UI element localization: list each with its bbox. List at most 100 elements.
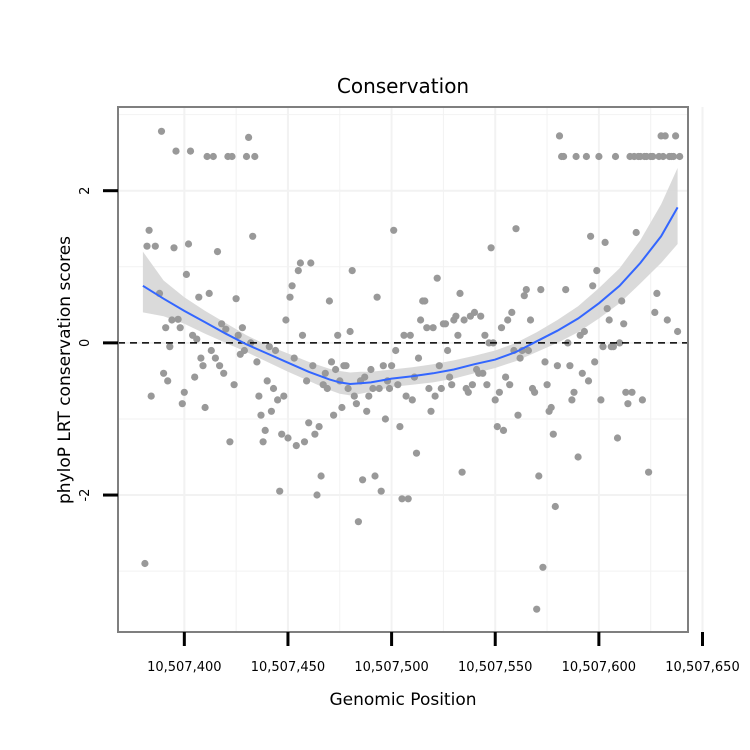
- data-point: [261, 426, 269, 434]
- data-point: [342, 362, 350, 370]
- data-point: [168, 316, 176, 324]
- data-point: [371, 472, 379, 480]
- data-point: [263, 377, 271, 385]
- data-point: [454, 331, 462, 339]
- data-point: [170, 244, 178, 252]
- data-point: [296, 259, 304, 267]
- data-point: [562, 286, 570, 294]
- x-tick-label: 10,507,400: [147, 660, 221, 675]
- data-point: [613, 434, 622, 442]
- data-point: [460, 316, 468, 324]
- data-point: [350, 392, 358, 400]
- data-point: [499, 426, 508, 434]
- data-point: [162, 324, 170, 332]
- data-point: [240, 346, 248, 355]
- data-point: [524, 346, 533, 355]
- x-axis-ticks: 10,507,400 10,507,450 10,507,500 10,507,550…: [147, 632, 740, 675]
- data-point: [425, 384, 433, 393]
- data-point: [359, 476, 367, 484]
- data-point: [377, 487, 385, 495]
- data-point: [257, 411, 265, 419]
- data-point: [143, 242, 151, 250]
- data-point: [373, 293, 381, 301]
- data-point: [253, 358, 261, 366]
- data-point: [255, 392, 263, 400]
- data-point: [184, 240, 193, 248]
- data-point: [182, 270, 190, 278]
- data-point: [429, 324, 437, 332]
- data-point: [346, 327, 354, 336]
- data-point: [568, 396, 576, 404]
- data-point: [663, 316, 671, 324]
- data-point: [479, 369, 487, 377]
- data-point: [508, 308, 516, 316]
- x-axis-label: Genomic Position: [329, 690, 476, 710]
- data-point: [547, 403, 555, 412]
- data-point: [578, 369, 586, 377]
- data-point: [417, 316, 425, 324]
- data-point: [141, 559, 149, 568]
- data-point: [267, 407, 275, 415]
- data-point: [431, 392, 439, 400]
- data-point: [286, 293, 294, 301]
- data-point: [174, 315, 182, 323]
- data-point: [560, 152, 568, 161]
- data-point: [348, 267, 356, 275]
- data-point: [674, 327, 682, 336]
- data-point: [533, 605, 541, 613]
- data-point: [584, 377, 593, 385]
- data-point: [327, 358, 336, 366]
- data-point: [213, 248, 222, 256]
- data-point: [441, 320, 450, 328]
- data-point: [303, 377, 311, 385]
- data-point: [611, 152, 620, 161]
- data-point: [251, 152, 259, 161]
- data-point: [402, 392, 410, 400]
- data-point: [593, 267, 601, 275]
- data-point: [433, 274, 441, 282]
- y-tick-label: -2: [78, 489, 93, 502]
- data-point: [245, 133, 253, 141]
- data-point: [653, 289, 661, 297]
- data-point: [539, 563, 547, 571]
- data-point: [456, 289, 464, 297]
- data-point: [483, 381, 491, 389]
- data-point: [334, 331, 342, 339]
- data-point: [481, 331, 489, 339]
- data-point: [292, 442, 300, 450]
- data-point: [315, 423, 323, 431]
- data-point: [620, 320, 628, 328]
- data-point: [385, 384, 394, 393]
- data-point: [203, 152, 211, 161]
- data-point: [392, 346, 400, 355]
- data-point: [338, 403, 346, 412]
- data-point: [242, 152, 251, 161]
- data-point: [274, 396, 282, 404]
- data-point: [526, 316, 535, 324]
- data-point: [535, 472, 543, 480]
- data-point: [549, 430, 557, 438]
- data-point: [487, 244, 495, 252]
- data-point: [477, 312, 485, 320]
- data-point: [390, 226, 398, 234]
- x-tick-label: 10,507,550: [458, 660, 532, 675]
- data-point: [280, 392, 288, 400]
- data-point: [232, 295, 240, 303]
- data-point: [307, 259, 315, 267]
- data-point: [151, 242, 159, 250]
- data-point: [282, 316, 290, 324]
- data-point: [209, 152, 217, 161]
- data-point: [491, 396, 499, 404]
- data-point: [228, 152, 236, 161]
- data-point: [522, 286, 530, 294]
- data-point: [249, 232, 257, 240]
- data-point: [218, 320, 226, 328]
- data-point: [464, 388, 472, 396]
- data-point: [572, 152, 580, 161]
- chart-title: Conservation: [337, 74, 469, 98]
- data-point: [388, 362, 396, 370]
- y-tick-label: 2: [78, 187, 93, 195]
- data-point: [414, 354, 423, 362]
- data-point: [300, 438, 309, 446]
- data-point: [352, 400, 360, 408]
